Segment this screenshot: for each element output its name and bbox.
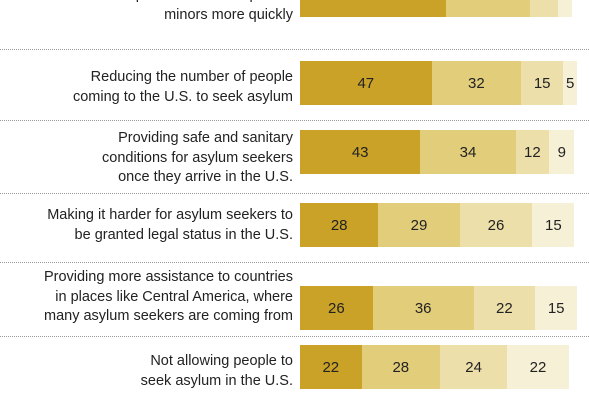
bar-segment: 9 bbox=[549, 130, 575, 174]
data-label: 24 bbox=[465, 358, 482, 376]
bar-segment: 22 bbox=[300, 345, 362, 389]
data-label: 5 bbox=[560, 0, 568, 4]
data-label: 34 bbox=[459, 143, 477, 161]
row-divider bbox=[0, 120, 589, 121]
row-divider bbox=[0, 336, 589, 337]
bar-segment: 15 bbox=[532, 203, 575, 247]
data-label: 36 bbox=[414, 299, 432, 317]
data-label: 15 bbox=[545, 216, 562, 234]
bar-segment: 12 bbox=[515, 130, 550, 174]
data-label: 26 bbox=[487, 216, 505, 234]
data-label: 43 bbox=[351, 143, 369, 161]
row-divider bbox=[0, 193, 589, 194]
bar-segment: 26 bbox=[459, 203, 533, 247]
bar-segment: 5 bbox=[563, 61, 578, 105]
data-label: 9 bbox=[557, 143, 566, 161]
bar-segment: 47 bbox=[300, 61, 432, 105]
bar-segment: 22 bbox=[473, 286, 536, 330]
bar-segment: 10 bbox=[529, 0, 558, 17]
data-label: 12 bbox=[524, 143, 541, 161]
bar-segment: 24 bbox=[440, 345, 508, 389]
stacked-bar: 47 32 15 5 bbox=[300, 61, 580, 105]
category-label: available to process unaccompaniedminors… bbox=[58, 0, 293, 25]
data-label: 15 bbox=[547, 299, 565, 317]
category-label: Not allowing people to seek asylum in the… bbox=[141, 352, 293, 391]
category-label-line: once they arrive in the U.S. bbox=[118, 169, 293, 185]
bar-segment: 30 bbox=[445, 0, 530, 17]
data-label: 28 bbox=[330, 216, 348, 234]
bar-segment: 28 bbox=[361, 345, 440, 389]
category-label-line: be granted legal status in the U.S. bbox=[74, 226, 293, 243]
category-label: Making it harder for asylum seekers to be… bbox=[47, 206, 293, 245]
stacked-bar: 26 36 22 15 bbox=[300, 286, 580, 330]
category-label: Providing more assistance to countries in… bbox=[44, 268, 293, 327]
stacked-bar: 22 28 24 22 bbox=[300, 345, 580, 389]
bar-segment: 15 bbox=[535, 286, 578, 330]
category-label-line: many asylum seekers are coming from bbox=[44, 308, 293, 324]
data-label: 22 bbox=[496, 299, 513, 317]
stacked-bar: 52 30 10 5 bbox=[300, 0, 580, 17]
category-label-line: available to process unaccompanied bbox=[58, 0, 293, 6]
category-label: Providing safe and sanitary conditions fo… bbox=[102, 129, 293, 188]
data-label: 10 bbox=[535, 0, 552, 4]
data-label: 26 bbox=[328, 299, 345, 317]
data-label: 28 bbox=[392, 358, 410, 376]
data-label: 52 bbox=[364, 0, 381, 4]
data-label: 29 bbox=[410, 216, 428, 234]
category-label-line: Providing more assistance to countries bbox=[43, 269, 293, 285]
bar-segment: 36 bbox=[372, 286, 474, 330]
data-label: 5 bbox=[566, 74, 575, 92]
bar-segment: 34 bbox=[420, 130, 516, 174]
category-label-line: in places like Central America, where bbox=[55, 288, 293, 305]
bar-segment: 28 bbox=[300, 203, 379, 247]
bar-segment: 15 bbox=[521, 61, 564, 105]
data-label: 32 bbox=[468, 74, 485, 92]
bar-segment: 22 bbox=[507, 345, 569, 389]
bar-segment: 26 bbox=[300, 286, 373, 330]
bar-segment: 5 bbox=[557, 0, 572, 17]
category-label-line: coming to the U.S. to seek asylum bbox=[72, 88, 293, 105]
category-label-line: Reducing the number of people bbox=[90, 69, 293, 85]
data-label: 15 bbox=[533, 74, 551, 92]
data-label: 22 bbox=[529, 358, 547, 376]
category-label: Reducing the number of people coming to t… bbox=[73, 68, 293, 107]
bar-segment: 29 bbox=[378, 203, 460, 247]
category-label-line: Not allowing people to bbox=[150, 353, 293, 369]
data-label: 47 bbox=[357, 74, 375, 92]
category-label-line: Providing safe and sanitary bbox=[118, 130, 293, 146]
row-divider bbox=[0, 49, 589, 50]
stacked-bar: 43 34 12 9 bbox=[300, 130, 580, 174]
category-label-line: seek asylum in the U.S. bbox=[140, 372, 293, 389]
data-label: 30 bbox=[479, 0, 496, 4]
data-label: 22 bbox=[322, 358, 340, 376]
stacked-bar: 28 29 26 15 bbox=[300, 203, 580, 247]
bar-segment: 52 bbox=[300, 0, 446, 17]
category-label-line: minors more quickly bbox=[164, 6, 293, 23]
category-label-line: conditions for asylum seekers bbox=[102, 149, 293, 166]
category-label-line: Making it harder for asylum seekers to bbox=[47, 207, 293, 223]
bar-segment: 32 bbox=[431, 61, 522, 105]
row-divider bbox=[0, 262, 589, 263]
bar-segment: 43 bbox=[300, 130, 421, 174]
